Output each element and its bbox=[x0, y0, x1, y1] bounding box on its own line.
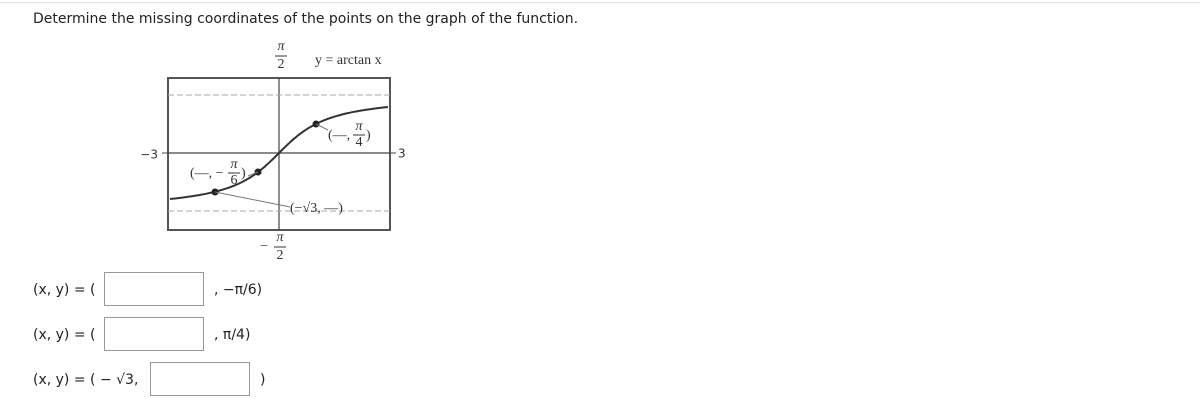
answer-input[interactable] bbox=[150, 362, 250, 396]
point-label-close: ) bbox=[366, 128, 371, 143]
answer-suffix: , −π/6) bbox=[214, 282, 263, 298]
leader bbox=[315, 123, 329, 131]
divider bbox=[0, 2, 1200, 3]
point-label-open: (—, − bbox=[190, 166, 224, 181]
point-label-denominator: 4 bbox=[356, 135, 363, 150]
curve bbox=[169, 106, 389, 200]
y-max-denominator: 2 bbox=[278, 57, 285, 72]
answer-prefix: (x, y) = ( bbox=[33, 282, 96, 298]
leader bbox=[247, 171, 259, 177]
y-min-sign: − bbox=[260, 239, 268, 254]
point-label-open: (—, bbox=[328, 128, 350, 143]
answer-prefix: (x, y) = ( bbox=[33, 327, 96, 343]
question: Determine the missing coordinates of the… bbox=[33, 11, 579, 27]
answer-suffix: , π/4) bbox=[214, 327, 251, 343]
x-max-label: 3 bbox=[398, 147, 406, 161]
point-label-numerator: π bbox=[230, 157, 238, 172]
x-min-label: −3 bbox=[140, 148, 158, 162]
answer-input[interactable] bbox=[104, 317, 204, 351]
point-label-denominator: 6 bbox=[231, 173, 238, 188]
point-label: (−√3, —) bbox=[290, 201, 343, 216]
y-max-numerator: π bbox=[277, 39, 285, 54]
graph: π 2 y = arctan x −3 3 − π 2 (—, π 4 ) (—… bbox=[140, 39, 406, 263]
leader bbox=[214, 191, 291, 208]
answer-prefix: (x, y) = ( − √3, bbox=[33, 372, 139, 388]
function-label: y = arctan x bbox=[315, 53, 382, 68]
answer-input[interactable] bbox=[104, 272, 204, 306]
y-min-denominator: 2 bbox=[277, 248, 284, 263]
point-label-numerator: π bbox=[355, 119, 363, 134]
answer-suffix: ) bbox=[260, 372, 266, 388]
point-label-close: ) bbox=[241, 166, 246, 181]
y-min-numerator: π bbox=[276, 230, 284, 245]
